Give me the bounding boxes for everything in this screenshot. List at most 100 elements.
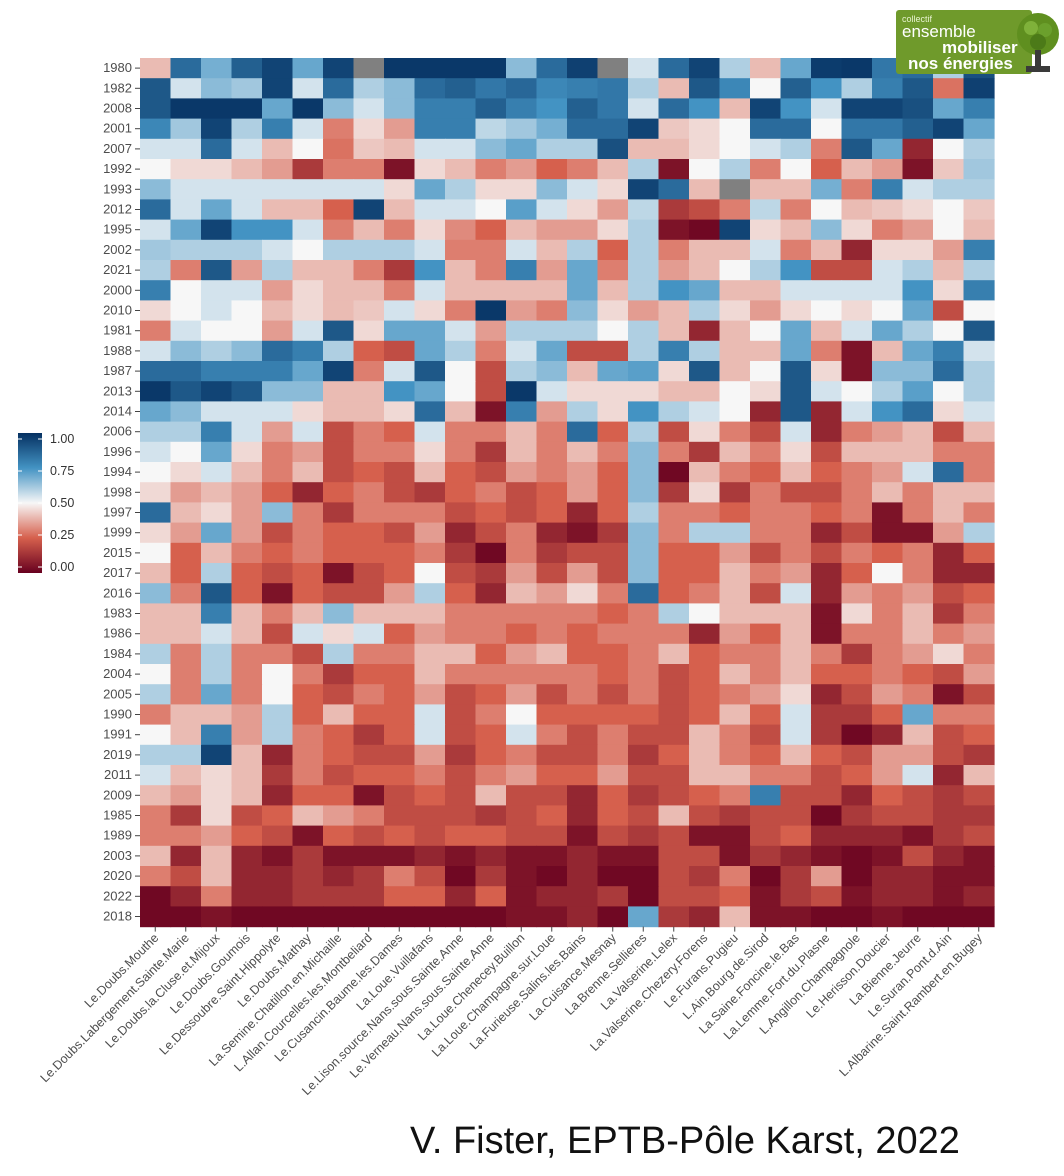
heatmap-cell	[933, 78, 965, 99]
heatmap-cell	[384, 58, 416, 79]
heatmap-cell	[780, 118, 812, 140]
heatmap-cell	[292, 421, 324, 443]
heatmap-cell	[933, 280, 965, 301]
heatmap-cell	[811, 623, 843, 645]
heatmap-cell	[628, 300, 660, 322]
heatmap-cell	[384, 886, 416, 907]
heatmap-cell	[506, 542, 538, 564]
logo-line-small: collectif	[902, 14, 933, 24]
heatmap-cell	[475, 825, 507, 847]
heatmap-cell	[231, 805, 263, 827]
heatmap-cell	[292, 441, 324, 463]
heatmap-cell	[353, 280, 385, 301]
heatmap-cell	[780, 502, 812, 524]
heatmap-cell	[262, 462, 294, 483]
heatmap-cell	[689, 199, 721, 221]
heatmap-cell	[658, 825, 690, 847]
heatmap-cell	[841, 623, 873, 645]
heatmap-cell	[140, 765, 172, 786]
heatmap-cell	[140, 482, 172, 503]
heatmap-cell	[231, 886, 263, 907]
heatmap-cell	[292, 603, 324, 625]
heatmap-cell	[841, 381, 873, 402]
heatmap-cell	[902, 280, 934, 301]
y-axis: 1980 1982 2008 2001 2007 1992 1993 2012 1995 2002…	[103, 60, 140, 924]
heatmap-cell	[780, 623, 812, 645]
heatmap-cell	[963, 179, 995, 200]
heatmap-cell	[140, 805, 172, 827]
heatmap-cell	[201, 845, 233, 867]
heatmap-cell	[628, 118, 660, 140]
heatmap-cell	[414, 280, 446, 301]
heatmap-cell	[262, 583, 294, 604]
heatmap-cell	[780, 199, 812, 221]
heatmap-cell	[262, 118, 294, 140]
heatmap-cell	[902, 603, 934, 625]
heatmap-cell	[658, 563, 690, 584]
y-tick-label: 2020	[103, 868, 132, 883]
heatmap-cell	[719, 583, 751, 604]
heatmap-cell	[933, 825, 965, 847]
heatmap-cell	[170, 805, 202, 827]
heatmap-cell	[384, 805, 416, 827]
heatmap-cell	[658, 159, 690, 180]
heatmap-cell	[536, 300, 568, 322]
heatmap-cell	[384, 118, 416, 140]
heatmap-cell	[170, 280, 202, 301]
heatmap-cell	[201, 239, 233, 261]
x-axis: Le.Doubs.MoutheLe.Doubs.Labergement.Sain…	[38, 926, 985, 1098]
heatmap-cell	[201, 643, 233, 665]
heatmap-cell	[262, 441, 294, 463]
heatmap-cell	[536, 159, 568, 180]
heatmap-cell	[231, 866, 263, 887]
y-tick-label: 2018	[103, 909, 132, 924]
heatmap-cell	[597, 482, 629, 503]
heatmap-cell	[170, 886, 202, 907]
heatmap-cell	[872, 765, 904, 786]
heatmap-cell	[841, 401, 873, 423]
heatmap-cell	[811, 664, 843, 685]
heatmap-cell	[170, 664, 202, 685]
heatmap-cell	[201, 260, 233, 281]
heatmap-cell	[140, 583, 172, 604]
heatmap-cell	[811, 58, 843, 79]
heatmap-cell	[414, 58, 446, 79]
heatmap-cell	[689, 361, 721, 382]
heatmap-cell	[140, 118, 172, 140]
heatmap-cell	[475, 563, 507, 584]
heatmap-cell	[780, 98, 812, 120]
heatmap-cell	[323, 765, 355, 786]
heatmap-cell	[262, 421, 294, 443]
heatmap-cell	[841, 280, 873, 301]
heatmap-cell	[475, 441, 507, 463]
heatmap-cell	[933, 260, 965, 281]
y-tick-label: 2004	[103, 666, 132, 681]
heatmap-cell	[231, 542, 263, 564]
heatmap-cell	[628, 260, 660, 281]
heatmap-cell	[292, 401, 324, 423]
heatmap-cell	[536, 563, 568, 584]
heatmap-cell	[780, 58, 812, 79]
heatmap-cell	[445, 765, 477, 786]
heatmap-cell	[170, 845, 202, 867]
heatmap-cell	[384, 704, 416, 726]
heatmap-cell	[353, 825, 385, 847]
heatmap-cell	[811, 583, 843, 604]
heatmap-cell	[414, 138, 446, 160]
heatmap-cell	[170, 78, 202, 99]
heatmap-cell	[597, 421, 629, 443]
heatmap-cell	[323, 744, 355, 766]
legend-tick-label: 0.50	[50, 496, 74, 510]
heatmap-cell	[445, 724, 477, 746]
heatmap-cell	[445, 522, 477, 544]
heatmap-cell	[811, 603, 843, 625]
heatmap-cell	[170, 724, 202, 746]
heatmap-cell	[628, 684, 660, 705]
heatmap-cell	[506, 441, 538, 463]
y-tick-label: 1981	[103, 323, 132, 338]
heatmap-cell	[719, 441, 751, 463]
heatmap-cell	[170, 219, 202, 241]
heatmap-cell	[658, 118, 690, 140]
heatmap-cell	[262, 664, 294, 685]
heatmap-cell	[262, 138, 294, 160]
